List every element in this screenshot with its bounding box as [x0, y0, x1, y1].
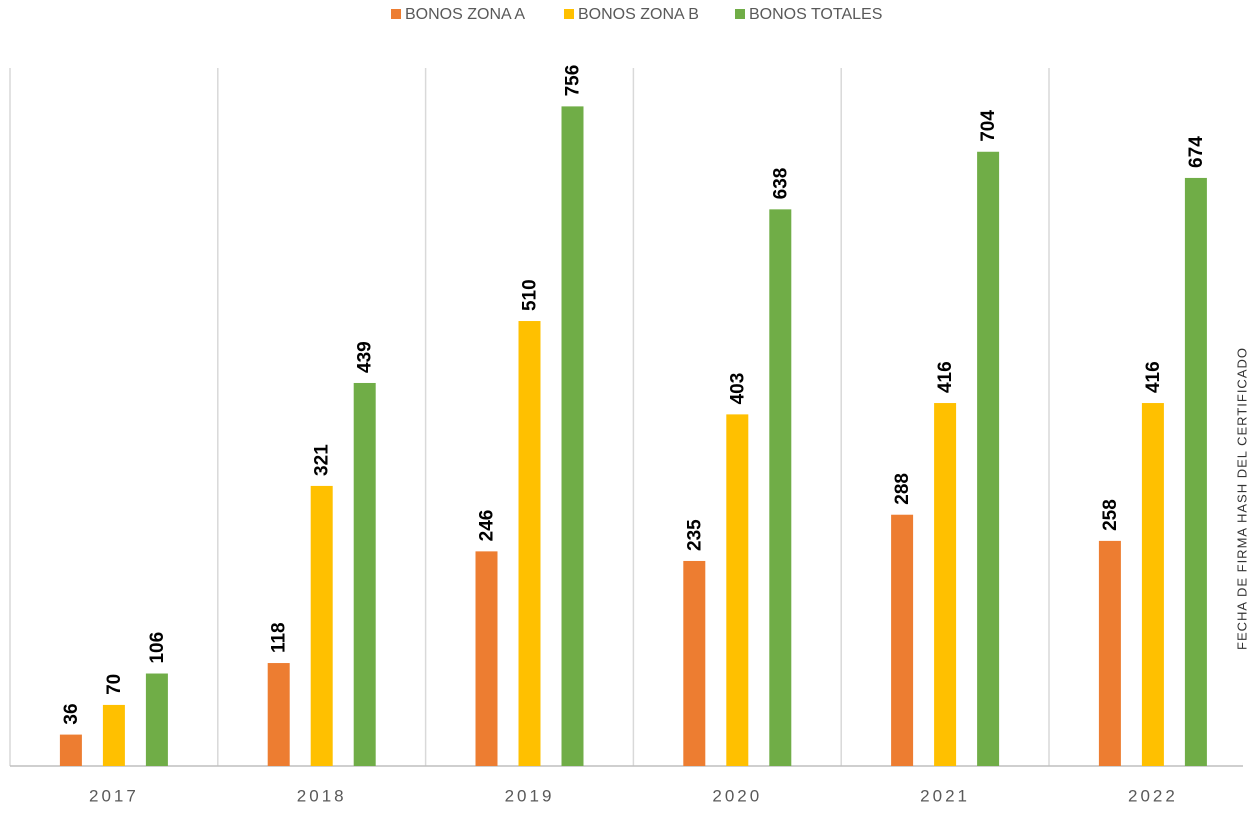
- bar: [561, 106, 584, 766]
- bar: [1184, 177, 1207, 766]
- bar: [1098, 540, 1121, 766]
- data-label: 106: [147, 632, 168, 664]
- x-tick-label: 2018: [297, 786, 347, 805]
- bar: [683, 560, 706, 766]
- data-label: 704: [978, 110, 999, 142]
- x-tick-label: 2022: [1128, 786, 1178, 805]
- bar: [1141, 403, 1164, 766]
- data-label: 674: [1186, 136, 1207, 168]
- data-label: 638: [770, 168, 791, 200]
- data-label: 36: [61, 703, 82, 724]
- data-label: 258: [1100, 499, 1121, 531]
- data-label: 510: [520, 279, 541, 311]
- data-label: 70: [104, 674, 125, 695]
- legend-swatch: [735, 9, 745, 19]
- data-label: 403: [727, 373, 748, 405]
- x-tick-label: 2019: [505, 786, 555, 805]
- bar: [59, 734, 82, 766]
- legend-label: BONOS ZONA A: [405, 6, 525, 23]
- bar: [475, 551, 498, 766]
- legend-label: BONOS ZONA B: [578, 6, 699, 23]
- bar: [145, 673, 168, 766]
- side-annotation: FECHA DE FIRMA HASH DEL CERTIFICADO: [1234, 347, 1249, 650]
- data-label: 416: [1143, 361, 1164, 393]
- bar: [891, 514, 914, 766]
- data-label: 439: [355, 341, 376, 373]
- data-label: 246: [477, 510, 498, 542]
- bar: [518, 321, 541, 766]
- data-label: 235: [684, 519, 705, 551]
- bar: [769, 209, 792, 767]
- x-tick-label: 2017: [89, 786, 139, 805]
- data-label: 118: [269, 622, 290, 653]
- bar: [267, 663, 290, 766]
- legend-swatch: [391, 9, 401, 19]
- data-label: 756: [563, 65, 584, 97]
- bar: [102, 704, 125, 766]
- x-tick-label: 2021: [920, 786, 970, 805]
- bar: [934, 403, 957, 766]
- legend-swatch: [564, 9, 574, 19]
- bar: [977, 151, 1000, 766]
- legend-label: BONOS TOTALES: [749, 6, 882, 23]
- data-label: 288: [892, 473, 913, 505]
- bar: [310, 485, 333, 766]
- x-tick-label: 2020: [712, 786, 762, 805]
- bar: [353, 382, 376, 766]
- bar: [726, 414, 749, 766]
- data-label: 416: [935, 361, 956, 393]
- data-label: 321: [312, 444, 333, 476]
